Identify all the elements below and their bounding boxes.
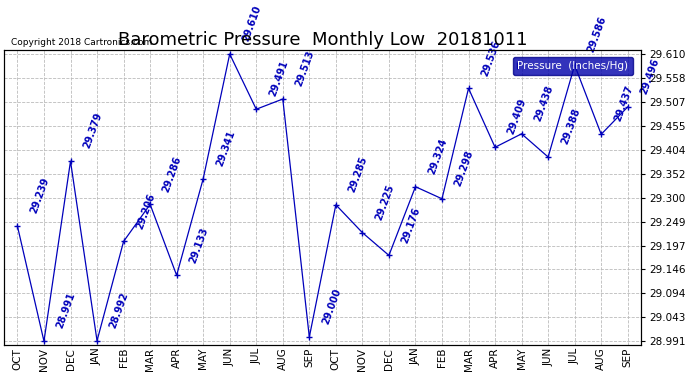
Text: 29.298: 29.298 [453, 149, 475, 188]
Text: 29.610: 29.610 [241, 4, 263, 43]
Text: 29.379: 29.379 [81, 111, 104, 150]
Text: 29.536: 29.536 [480, 39, 502, 77]
Text: 29.491: 29.491 [267, 60, 290, 98]
Text: 29.409: 29.409 [506, 98, 529, 136]
Text: 29.388: 29.388 [559, 107, 582, 146]
Text: 29.206: 29.206 [135, 192, 157, 230]
Text: 29.496: 29.496 [639, 57, 661, 96]
Text: 29.438: 29.438 [533, 84, 555, 123]
Text: 29.285: 29.285 [347, 155, 369, 194]
Legend: Pressure  (Inches/Hg): Pressure (Inches/Hg) [513, 57, 633, 75]
Text: 28.992: 28.992 [108, 291, 130, 330]
Text: 29.341: 29.341 [215, 129, 237, 168]
Title: Barometric Pressure  Monthly Low  20181011: Barometric Pressure Monthly Low 20181011 [118, 31, 527, 49]
Text: Copyright 2018 Cartronics.com: Copyright 2018 Cartronics.com [10, 38, 152, 47]
Text: 29.513: 29.513 [294, 49, 316, 88]
Text: 28.991: 28.991 [55, 291, 77, 330]
Text: 29.286: 29.286 [161, 154, 184, 193]
Text: 29.586: 29.586 [586, 15, 608, 54]
Text: 29.133: 29.133 [188, 226, 210, 264]
Text: 29.176: 29.176 [400, 206, 422, 244]
Text: 29.437: 29.437 [612, 84, 635, 123]
Text: 29.000: 29.000 [320, 287, 343, 326]
Text: 29.239: 29.239 [28, 176, 51, 215]
Text: 29.324: 29.324 [426, 137, 449, 176]
Text: 29.225: 29.225 [373, 183, 396, 222]
